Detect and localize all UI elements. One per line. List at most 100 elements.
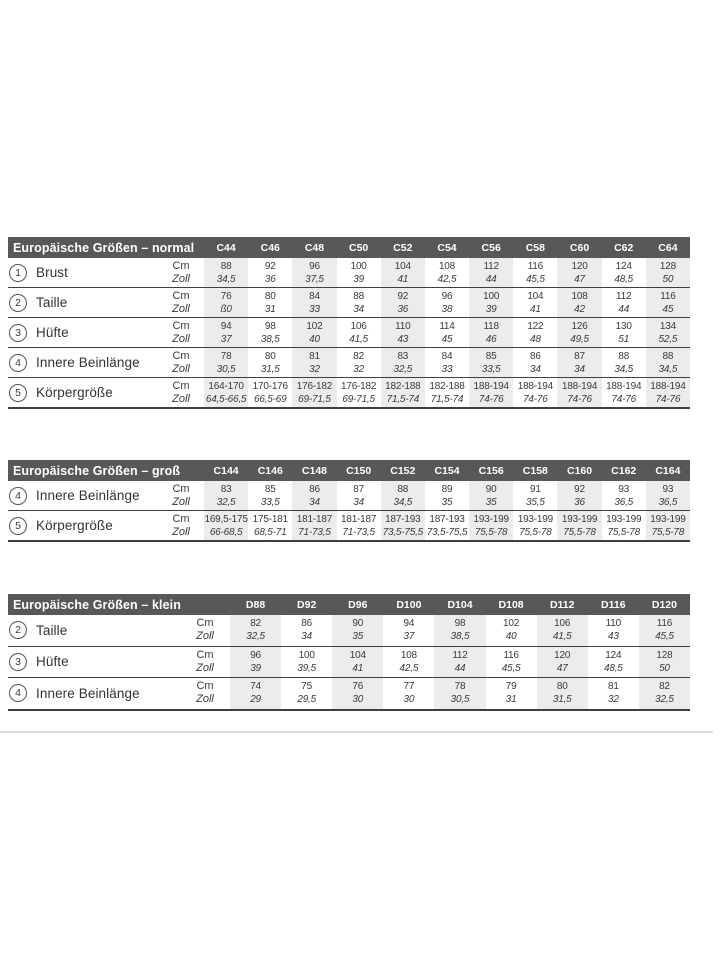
cm-value: 96 [441, 290, 453, 302]
cm-value: 110 [605, 618, 622, 630]
zoll-value: 44 [485, 273, 497, 285]
bottom-divider [0, 731, 713, 733]
cm-value: 100 [483, 290, 500, 302]
value-cell: 116 45 [645, 288, 690, 317]
value-cell: 93 36,5 [645, 481, 690, 510]
cm-value: 104 [527, 290, 544, 302]
zoll-value: 41 [352, 662, 364, 674]
cm-value: 108 [571, 290, 588, 302]
zoll-value: 37 [220, 333, 232, 345]
cm-value: 85 [264, 483, 276, 495]
unit-label-cm: Cm [172, 319, 190, 332]
zoll-value: 43 [397, 333, 409, 345]
cm-value: 182-188 [429, 380, 465, 392]
table-row: 3 Hüfte Cm Zoll 96 39 100 39,5 104 41 108 42,5 112 44… [8, 645, 690, 677]
unit-cell: Cm Zoll [180, 615, 230, 646]
row-number-badge: 2 [9, 293, 27, 312]
cm-value: 88 [220, 260, 232, 272]
cm-value: 193-199 [561, 513, 598, 525]
unit-cell: Cm Zoll [180, 678, 230, 709]
zoll-value: 69-71,5 [342, 393, 375, 405]
table-row: 3 Hüfte Cm Zoll 94 37 98 38,5 102 40 106 41,5 110 43 1… [8, 317, 690, 347]
cm-value: 116 [660, 290, 676, 302]
cm-value: 86 [301, 618, 313, 630]
table-row: 4 Innere Beinlänge Cm Zoll 78 30,5 80 31,5 81 32 8… [8, 347, 690, 377]
size-column-header: C56 [481, 241, 501, 254]
cm-value: 193-199 [517, 513, 554, 525]
size-column-header: C150 [346, 464, 372, 477]
cm-value: 88 [353, 290, 364, 302]
cm-value: 87 [353, 483, 364, 495]
unit-cell: Cm Zoll [158, 511, 204, 540]
unit-label-zoll: Zoll [172, 272, 190, 285]
value-cell: 85 33,5 [469, 348, 514, 377]
zoll-value: 29 [250, 694, 261, 706]
value-cell: 94 37 [204, 318, 249, 347]
value-cell: 187-193 73,5-75,5 [380, 511, 425, 540]
zoll-value: 73,5-75,5 [382, 526, 424, 538]
zoll-value: 71,5-74 [430, 393, 464, 405]
size-column-header: D96 [348, 598, 368, 611]
zoll-value: 40 [505, 631, 517, 643]
cm-value: 188-194 [473, 380, 510, 392]
value-cell: 98 38,5 [434, 615, 486, 646]
zoll-value: 49,5 [570, 333, 589, 345]
zoll-value: 44 [618, 303, 630, 315]
zoll-value: 32 [353, 363, 364, 375]
value-cell: 98 38,5 [248, 318, 292, 347]
unit-cell: Cm Zoll [158, 318, 204, 347]
size-column-header: D120 [651, 598, 677, 611]
cm-value: 83 [220, 483, 232, 495]
cm-value: 93 [618, 483, 630, 495]
unit-label-cm: Cm [172, 482, 190, 495]
zoll-value: 34,5 [216, 273, 236, 285]
value-cell: 130 51 [602, 318, 646, 347]
size-column-header: D100 [396, 598, 422, 611]
zoll-value: 34,5 [393, 496, 413, 508]
value-cell: 102 40 [486, 615, 537, 646]
cm-value: 181-187 [340, 513, 377, 525]
zoll-value: 73,5-75,5 [426, 526, 468, 538]
zoll-value: 36,5 [658, 496, 678, 508]
value-cell: 188-194 74-76 [469, 378, 514, 407]
value-cell: 84 33 [292, 288, 337, 317]
unit-label-cm: Cm [196, 648, 214, 661]
value-cell: 96 37,5 [292, 258, 337, 287]
value-cell: 75 29,5 [281, 678, 332, 709]
unit-label-cm: Cm [172, 379, 190, 392]
zoll-value: 34 [353, 303, 364, 315]
value-cell: 80 31,5 [536, 678, 588, 709]
cm-value: 88 [397, 483, 409, 495]
table-row: 2 Taille Cm Zoll 82 32,5 86 34 90 35 94 37 98 38,5 102… [8, 615, 690, 646]
zoll-value: 66,5-69 [254, 393, 287, 405]
size-column-header: C62 [614, 241, 634, 254]
value-cell: 110 43 [380, 318, 425, 347]
value-cell: 182-188 71,5-74 [380, 378, 425, 407]
cm-value: 187-193 [429, 513, 465, 525]
value-cell: 77 30 [383, 678, 434, 709]
zoll-value: 74-76 [523, 393, 548, 405]
zoll-value: 48,5 [603, 662, 623, 674]
row-label: Brust [36, 265, 69, 280]
value-cell: 84 33 [425, 348, 469, 377]
row-label: Taille [36, 295, 68, 310]
row-label: Taille [36, 622, 68, 638]
value-cell: 193-199 75,5-78 [513, 511, 557, 540]
cm-value: 118 [483, 320, 500, 332]
table-header-bar: Europäische Größen – klein D88 D92 D96 D100… [8, 594, 690, 615]
size-column-header: C52 [393, 241, 413, 254]
zoll-value: 35 [485, 496, 497, 508]
zoll-value: 41 [397, 273, 409, 285]
zoll-value: 35 [441, 496, 453, 508]
cm-value: 193-199 [473, 513, 510, 525]
value-cell: 89 35 [425, 481, 469, 510]
value-cell: 76 ß0 [204, 288, 249, 317]
cm-value: 83 [397, 350, 409, 362]
size-column-header: C60 [569, 241, 590, 254]
cm-value: 120 [571, 260, 588, 272]
value-cell: 128 50 [638, 646, 690, 677]
cm-value: 126 [571, 320, 588, 332]
row-label: Hüfte [36, 325, 69, 340]
value-cell: 90 35 [469, 481, 514, 510]
value-cell: 88 34,5 [204, 258, 249, 287]
